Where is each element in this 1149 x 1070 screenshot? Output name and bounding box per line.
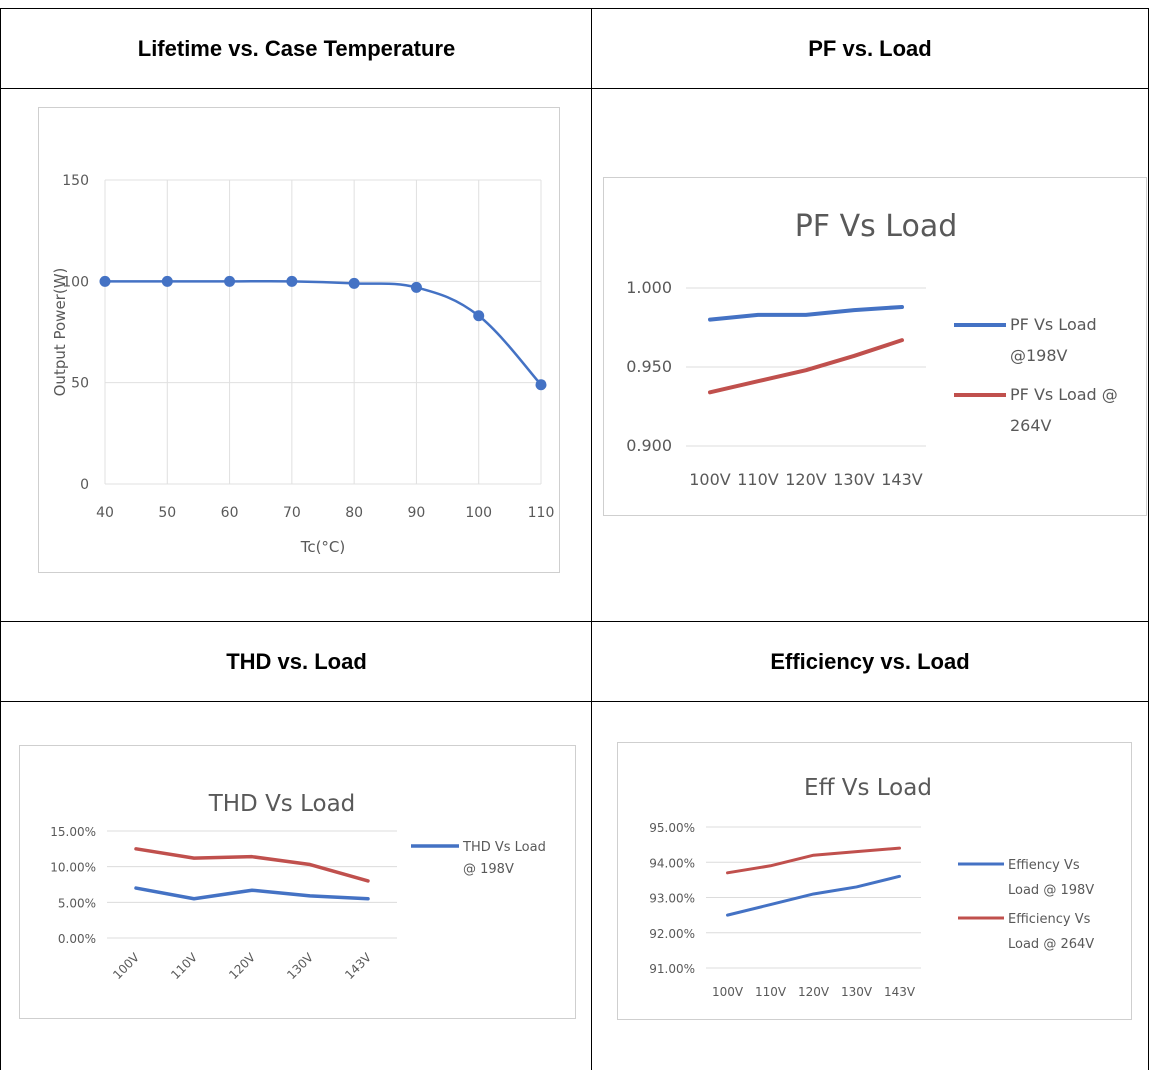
pf-legend-label-0-0: PF Vs Load — [1010, 315, 1097, 334]
lifetime-ylabel: Output Power(W) — [51, 268, 69, 397]
thd-x-tick-2: 120V — [226, 950, 258, 982]
eff-legend-label-1-0: Efficiency Vs — [1008, 912, 1091, 927]
thd-y-tick-1: 5.00% — [58, 896, 96, 910]
header-thd-text: THD vs. Load — [226, 649, 367, 674]
lifetime-point-7 — [535, 379, 547, 391]
eff-chart-svg: Eff Vs Load 91.00% 92.00% 93.00% 94.00% 95.00… — [649, 775, 1094, 999]
lifetime-xlabel: Tc(°C) — [300, 538, 346, 556]
thd-y-tick-3: 15.00% — [50, 825, 96, 839]
pf-chart: PF Vs Load 0.900 0.950 1.000 100V 110V 120V 130… — [603, 177, 1147, 516]
header-pf-text: PF vs. Load — [808, 36, 932, 61]
thd-x-tick-1: 110V — [168, 950, 200, 982]
eff-y-tick-3: 94.00% — [649, 856, 695, 870]
cell-lifetime — [0, 88, 592, 622]
eff-y-tick-4: 95.00% — [649, 821, 695, 835]
lifetime-point-5 — [410, 281, 422, 293]
lifetime-x-tick-6: 100 — [465, 505, 492, 521]
header-lifetime-text: Lifetime vs. Case Temperature — [137, 36, 456, 61]
eff-chart: Eff Vs Load 91.00% 92.00% 93.00% 94.00% 95.00… — [617, 742, 1132, 1020]
pf-title: PF Vs Load — [795, 209, 958, 244]
thd-y-tick-2: 10.00% — [50, 861, 96, 875]
thd-legend-label-0-1: @ 198V — [463, 862, 514, 877]
eff-legend-label-0-0: Effiency Vs — [1008, 858, 1080, 873]
thd-y-tick-0: 0.00% — [58, 932, 96, 946]
eff-x-tick-0: 100V — [712, 985, 744, 999]
lifetime-x-tick-3: 70 — [283, 505, 301, 521]
pf-chart-svg: PF Vs Load 0.900 0.950 1.000 100V 110V 120V 130… — [626, 209, 1118, 489]
eff-x-tick-4: 143V — [884, 985, 916, 999]
lifetime-series-line — [104, 279, 542, 386]
eff-y-tick-1: 92.00% — [649, 927, 695, 941]
thd-x-tick-4: 143V — [342, 950, 374, 982]
header-eff-text: Efficiency vs. Load — [770, 649, 970, 674]
thd-x-tick-3: 130V — [284, 950, 316, 982]
lifetime-x-tick-2: 60 — [221, 505, 239, 521]
pf-y-tick-1: 0.950 — [626, 357, 672, 376]
header-eff: Efficiency vs. Load — [591, 621, 1149, 702]
lifetime-x-tick-0: 40 — [96, 505, 114, 521]
cell-thd — [0, 701, 592, 1070]
pf-series-1-line — [708, 338, 904, 395]
eff-y-tick-0: 91.00% — [649, 962, 695, 976]
thd-series-1-line — [134, 847, 370, 883]
pf-series-0-line — [708, 304, 904, 322]
eff-legend-label-1-1: Load @ 264V — [1008, 937, 1094, 952]
thd-title: THD Vs Load — [208, 791, 356, 817]
lifetime-point-2 — [224, 275, 236, 287]
pf-legend-label-0-1: @198V — [1010, 346, 1068, 365]
lifetime-y-tick-2: 100 — [62, 274, 89, 290]
header-lifetime: Lifetime vs. Case Temperature — [0, 8, 592, 89]
lifetime-x-tick-1: 50 — [158, 505, 176, 521]
eff-series-1-line — [726, 846, 901, 875]
pf-y-tick-2: 1.000 — [626, 278, 672, 297]
lifetime-y-tick-1: 50 — [71, 376, 89, 392]
lifetime-chart-svg: 0 50 100 150 40 50 60 70 80 90 100 110 Tc(°C) Output … — [51, 173, 555, 556]
header-thd: THD vs. Load — [0, 621, 592, 702]
thd-chart: THD Vs Load 0.00% 5.00% 10.00% 15.00% 100V 110… — [19, 745, 576, 1019]
thd-chart-svg: THD Vs Load 0.00% 5.00% 10.00% 15.00% 100V 110… — [50, 791, 546, 982]
lifetime-y-tick-3: 150 — [62, 173, 89, 189]
thd-series-0-line — [134, 886, 370, 901]
lifetime-chart: 0 50 100 150 40 50 60 70 80 90 100 110 Tc(°C) Output … — [38, 107, 560, 573]
pf-x-tick-3: 130V — [833, 470, 875, 489]
pf-x-tick-0: 100V — [689, 470, 731, 489]
pf-x-tick-1: 110V — [737, 470, 779, 489]
thd-x-tick-0: 100V — [110, 950, 142, 982]
eff-title: Eff Vs Load — [804, 775, 932, 801]
eff-legend-label-0-1: Load @ 198V — [1008, 883, 1094, 898]
eff-series-0-line — [726, 874, 901, 917]
pf-legend-label-1-1: 264V — [1010, 416, 1052, 435]
thd-legend-label-0-0: THD Vs Load — [462, 840, 546, 855]
lifetime-point-3 — [286, 275, 298, 287]
pf-y-tick-0: 0.900 — [626, 436, 672, 455]
pf-legend-label-1-0: PF Vs Load @ — [1010, 385, 1118, 404]
lifetime-point-1 — [161, 275, 173, 287]
pf-x-tick-4: 143V — [881, 470, 923, 489]
lifetime-x-tick-5: 90 — [408, 505, 426, 521]
lifetime-x-tick-4: 80 — [345, 505, 363, 521]
lifetime-y-tick-0: 0 — [80, 477, 89, 493]
lifetime-point-6 — [473, 310, 485, 322]
header-pf: PF vs. Load — [591, 8, 1149, 89]
chart-table: Lifetime vs. Case Temperature PF vs. Loa… — [0, 8, 1149, 1070]
pf-x-tick-2: 120V — [785, 470, 827, 489]
eff-x-tick-3: 130V — [841, 985, 873, 999]
lifetime-x-tick-7: 110 — [528, 505, 555, 521]
lifetime-point-0 — [99, 275, 111, 287]
eff-x-tick-1: 110V — [755, 985, 787, 999]
eff-y-tick-2: 93.00% — [649, 892, 695, 906]
eff-x-tick-2: 120V — [798, 985, 830, 999]
lifetime-point-4 — [348, 277, 360, 289]
